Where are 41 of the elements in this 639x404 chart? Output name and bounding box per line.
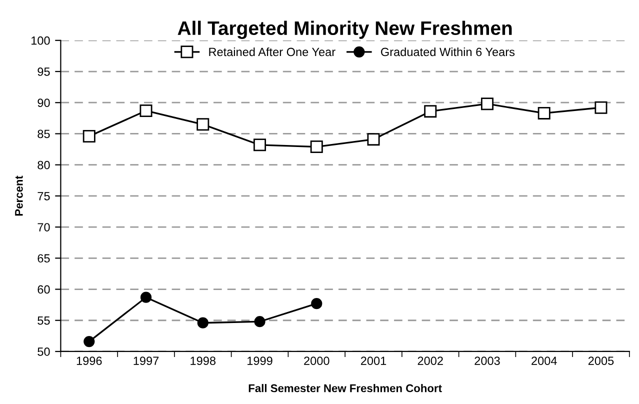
y-tick-label: 90 (38, 98, 50, 108)
x-tick-label: 2004 (532, 356, 557, 366)
x-tick-label: 2000 (304, 356, 330, 366)
y-tick-label: 100 (31, 36, 50, 45)
point (140, 104, 152, 117)
point (254, 138, 266, 152)
y-tick-label: 85 (38, 130, 50, 138)
point (424, 105, 437, 118)
point (538, 106, 550, 120)
x-tick-label: 1999 (248, 356, 272, 366)
point (254, 316, 266, 328)
y-tick-label: 70 (38, 223, 50, 232)
y-tick-label: 55 (38, 316, 50, 325)
point (310, 140, 323, 154)
y-tick-label: 65 (38, 254, 50, 263)
x-tick-label: 2002 (418, 356, 443, 366)
point (367, 133, 380, 146)
y-tick-label: 60 (38, 285, 50, 294)
point (480, 98, 494, 110)
y-tick-label: 95 (38, 68, 50, 76)
point (311, 298, 322, 310)
x-tick-label: 1996 (76, 356, 102, 366)
x-axis-title: Fall Semester New Freshmen Cohort (248, 384, 442, 392)
y-axis-title: Percent (15, 176, 23, 216)
y-tick-label: 50 (38, 348, 50, 356)
point (594, 101, 608, 114)
point (196, 118, 210, 131)
x-tick-label: 2001 (360, 356, 386, 366)
y-tick-label: 75 (38, 192, 50, 200)
legend-label: Retained After One Year (209, 47, 336, 56)
point (197, 317, 208, 328)
point (84, 336, 95, 348)
x-tick-label: 2003 (474, 356, 500, 366)
x-tick-label: 1998 (190, 356, 216, 366)
point (82, 130, 96, 142)
legend-label: Graduated Within 6 Years (381, 47, 515, 56)
chart-title: All Targeted Minority New Freshmen (178, 20, 512, 39)
x-tick-label: 1997 (134, 356, 159, 366)
point (140, 292, 152, 303)
y-tick-label: 80 (38, 160, 50, 170)
x-tick-label: 2005 (588, 356, 614, 366)
